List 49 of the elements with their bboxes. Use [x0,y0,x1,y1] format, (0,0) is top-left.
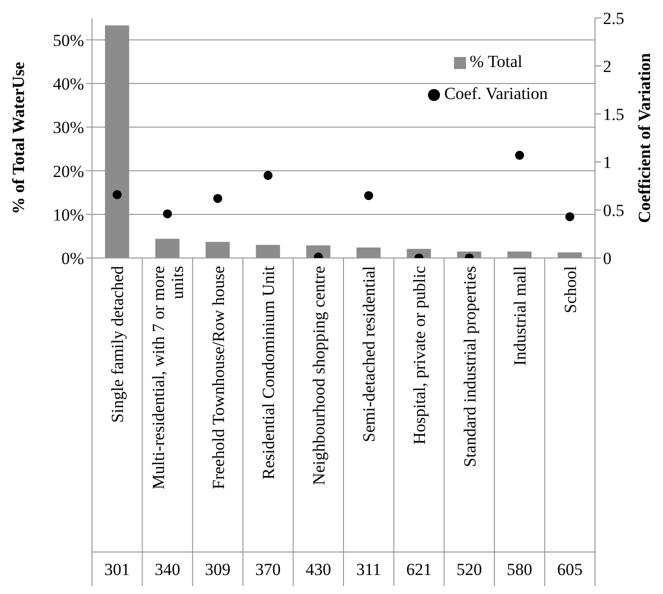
y2-tick-label: 2.5 [603,9,624,28]
text: 301 [104,560,130,579]
y-tick-label: 10% [52,205,84,224]
text: 605 [557,560,583,579]
point [364,191,374,200]
bar [356,248,381,258]
point [264,170,273,180]
text: 309 [205,560,230,579]
x-tick-label: Industrial mall [510,266,530,366]
y2-tick-label: 0.5 [603,201,624,220]
y2-tick-label: 2 [603,57,612,76]
y2-tick-label: 1 [603,153,612,172]
bar [507,251,532,258]
text: 370 [255,560,281,579]
x-tick-label: Single family detached [108,266,128,423]
y-tick-label: 30% [52,118,84,138]
y2-tick-label: 0 [603,249,612,268]
bar [155,238,180,258]
bar [206,242,230,258]
point [565,212,574,222]
x-tick-label: Freehold Townhouse/Row house [208,266,228,490]
text: 580 [506,560,532,579]
bar [105,25,130,258]
legend-label: Coef. Variation [444,84,548,103]
y-tick-label: 20% [52,162,84,181]
x-tick-label: Multi-residential, with 7 or more units [148,266,187,490]
text: 430 [306,560,332,579]
bar [256,244,280,258]
point [213,194,222,203]
legend-label: % Total [470,52,522,71]
point [515,150,524,160]
y-tick-label: 40% [52,74,84,94]
x-tick-label: Hospital, private or public [410,266,429,444]
point [112,190,122,200]
y2-axis-title: Coefficient of Variation [635,52,654,223]
x-tick-label: Standard industrial properties [460,266,480,468]
y-axis-title: % of Total WaterUse [9,61,28,214]
y2-tick-label: 1.5 [603,105,624,124]
x-tick-label: Residential Condominium Unit [259,266,278,480]
y-tick-label: 50% [52,30,84,50]
x-tick-label: Semi-detached residential [360,266,379,442]
x-tick-label: School [560,266,580,314]
x-tick-label: Neighbourhood shopping centre [309,266,328,486]
point [162,209,172,218]
y-tick-label: 0% [61,249,84,268]
text: 311 [356,560,382,579]
text: 621 [406,560,432,579]
text: 520 [456,560,482,579]
text: 340 [154,560,180,579]
